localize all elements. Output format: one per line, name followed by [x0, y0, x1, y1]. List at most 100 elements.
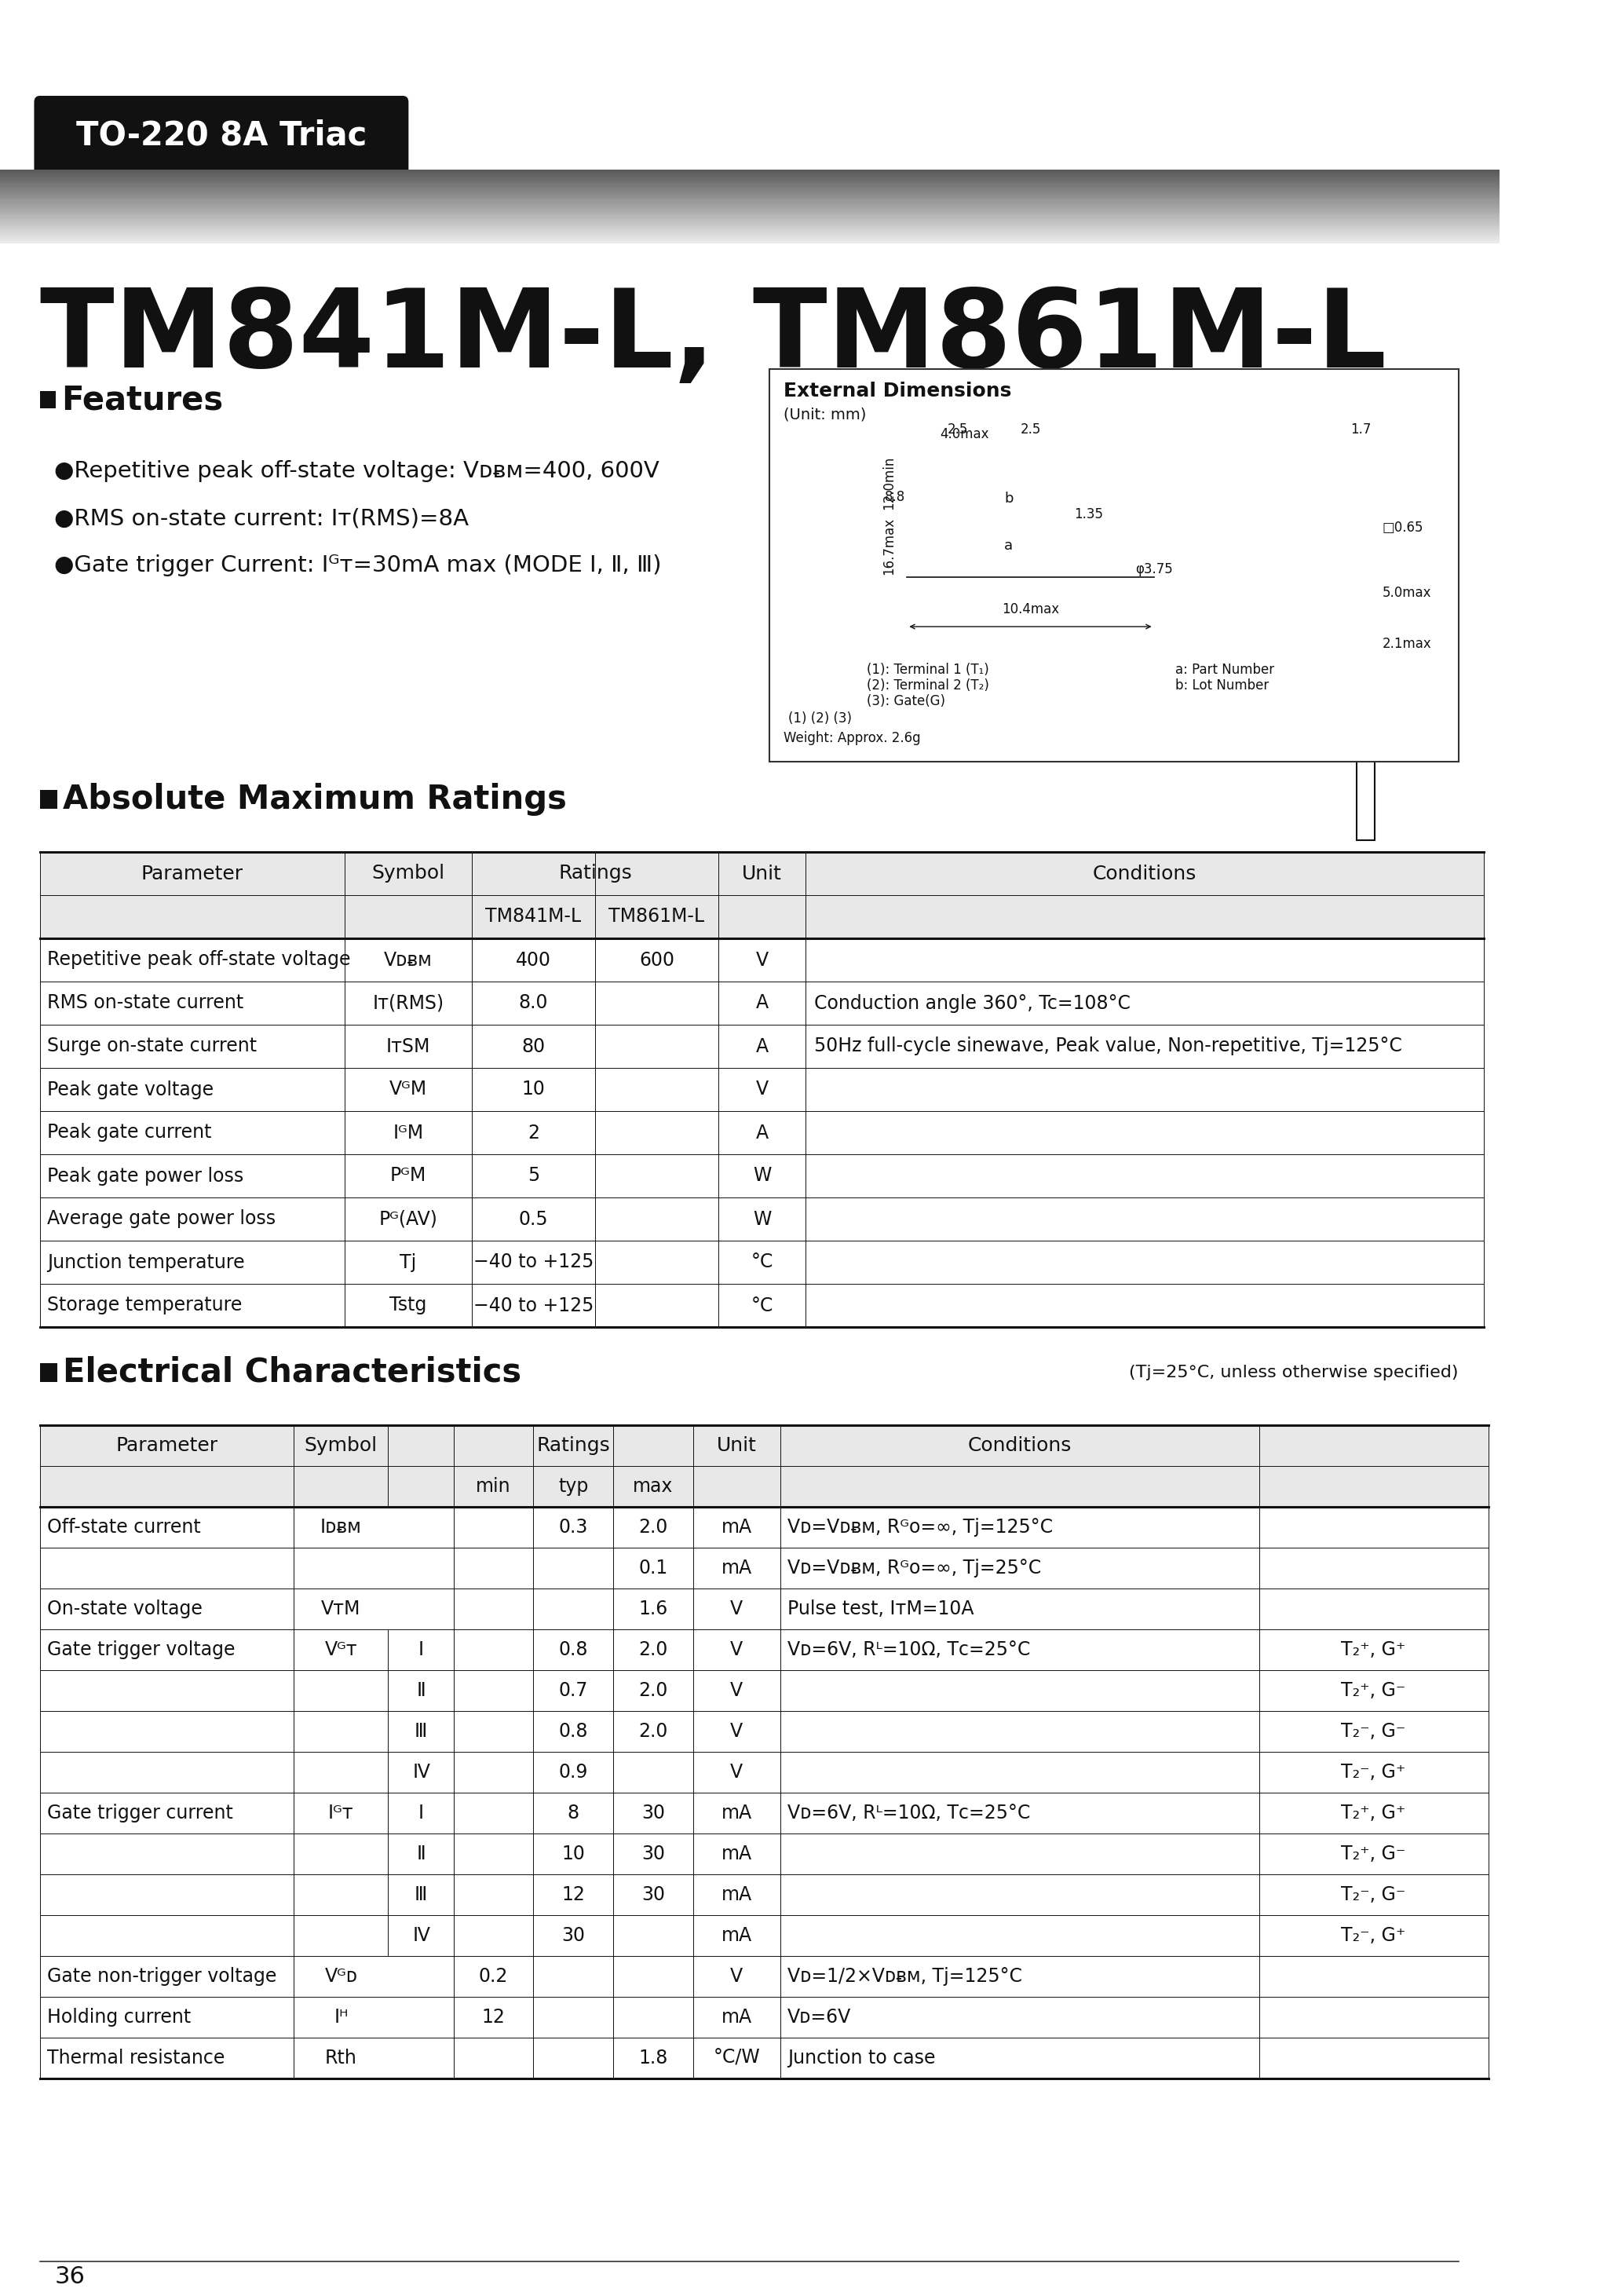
Text: 0.2: 0.2: [478, 1968, 508, 1986]
Text: 0.8: 0.8: [558, 1639, 587, 1660]
Text: −40 to +125: −40 to +125: [474, 1295, 594, 1316]
Bar: [1023, 432, 1038, 535]
Text: Off-state current: Off-state current: [47, 1518, 201, 1536]
Text: 12: 12: [482, 2007, 504, 2027]
Text: a: a: [1004, 540, 1014, 553]
Text: 1.7: 1.7: [1350, 422, 1371, 436]
Text: 36: 36: [55, 2266, 84, 2289]
Text: Iᴳᴛ: Iᴳᴛ: [328, 1805, 354, 1823]
Text: RMS on-state current: RMS on-state current: [47, 994, 243, 1013]
Text: 30: 30: [641, 1844, 665, 1864]
Text: Repetitive peak off-state voltage: Repetitive peak off-state voltage: [47, 951, 350, 969]
Text: mA: mA: [722, 2007, 753, 2027]
Text: Peak gate power loss: Peak gate power loss: [47, 1166, 243, 1185]
Text: 4.0max: 4.0max: [939, 427, 989, 441]
Text: Junction temperature: Junction temperature: [47, 1254, 245, 1272]
Bar: [790, 668, 800, 698]
Text: Iᴴ: Iᴴ: [334, 2007, 349, 2027]
Bar: [769, 370, 1458, 762]
Text: IᴳM: IᴳM: [393, 1123, 423, 1141]
Text: 12.0min: 12.0min: [882, 457, 895, 510]
Text: Conditions: Conditions: [968, 1437, 1072, 1456]
Text: Gate non-trigger voltage: Gate non-trigger voltage: [47, 1968, 277, 1986]
Text: mA: mA: [722, 1885, 753, 1903]
Text: 2.5: 2.5: [947, 422, 968, 436]
Text: Tj: Tj: [401, 1254, 417, 1272]
Text: 8.8: 8.8: [886, 489, 905, 503]
Text: TM841M-L: TM841M-L: [485, 907, 581, 925]
FancyBboxPatch shape: [34, 96, 409, 174]
Text: 1.6: 1.6: [639, 1600, 668, 1619]
Bar: [834, 668, 843, 698]
Text: 2.0: 2.0: [639, 1681, 668, 1699]
Text: (2): Terminal 2 (T₂): (2): Terminal 2 (T₂): [868, 677, 989, 693]
Text: 30: 30: [561, 1926, 586, 1945]
Text: (Unit: mm): (Unit: mm): [783, 406, 866, 422]
Text: ●RMS on-state current: Iᴛ(RMS)=8A: ●RMS on-state current: Iᴛ(RMS)=8A: [55, 507, 469, 530]
Text: mA: mA: [722, 1844, 753, 1864]
Text: V: V: [730, 1722, 743, 1740]
Text: W: W: [753, 1166, 770, 1185]
Text: Peak gate voltage: Peak gate voltage: [47, 1079, 214, 1100]
Text: Peak gate current: Peak gate current: [47, 1123, 211, 1141]
Text: V: V: [730, 1763, 743, 1782]
Text: Ⅳ: Ⅳ: [412, 1926, 430, 1945]
Text: Vᴅᴃᴍ: Vᴅᴃᴍ: [384, 951, 433, 969]
Text: T₂⁺, G⁻: T₂⁺, G⁻: [1341, 1681, 1406, 1699]
Text: Ⅰ: Ⅰ: [418, 1805, 423, 1823]
Text: a: Part Number: a: Part Number: [1176, 664, 1275, 677]
Text: 16.7max: 16.7max: [882, 517, 895, 574]
Text: 8: 8: [568, 1805, 579, 1823]
Text: TM841M-L, TM861M-L: TM841M-L, TM861M-L: [41, 285, 1387, 390]
Text: Surge on-state current: Surge on-state current: [47, 1038, 256, 1056]
Text: 80: 80: [522, 1038, 545, 1056]
Text: Tstg: Tstg: [389, 1295, 427, 1316]
Text: T₂⁻, G⁺: T₂⁻, G⁺: [1341, 1926, 1406, 1945]
Text: A: A: [756, 1038, 769, 1056]
Text: 5: 5: [527, 1166, 540, 1185]
Text: W: W: [753, 1210, 770, 1228]
Text: Ⅲ: Ⅲ: [415, 1885, 427, 1903]
Text: V: V: [730, 1681, 743, 1699]
Text: T₂⁻, G⁺: T₂⁻, G⁺: [1341, 1763, 1406, 1782]
Text: max: max: [633, 1476, 673, 1497]
Text: Ⅲ: Ⅲ: [415, 1722, 427, 1740]
Text: 2: 2: [527, 1123, 539, 1141]
Text: (3): Gate(G): (3): Gate(G): [868, 693, 946, 707]
Text: Vᴅ=6V, Rᴸ=10Ω, Tᴄ=25°C: Vᴅ=6V, Rᴸ=10Ω, Tᴄ=25°C: [787, 1639, 1030, 1660]
Text: 2.5: 2.5: [1020, 422, 1041, 436]
Text: Ⅱ: Ⅱ: [417, 1681, 425, 1699]
Text: T₂⁻, G⁻: T₂⁻, G⁻: [1341, 1885, 1406, 1903]
Text: 30: 30: [641, 1805, 665, 1823]
Bar: [783, 657, 856, 707]
Text: Ⅳ: Ⅳ: [412, 1763, 430, 1782]
Text: −40 to +125: −40 to +125: [474, 1254, 594, 1272]
Bar: [950, 432, 965, 535]
Text: 10: 10: [522, 1079, 545, 1100]
Text: 2.0: 2.0: [639, 1722, 668, 1740]
Bar: [41, 852, 1484, 939]
Text: V: V: [730, 1968, 743, 1986]
Text: VᴛM: VᴛM: [321, 1600, 360, 1619]
Text: Unit: Unit: [741, 863, 782, 884]
Bar: [819, 668, 829, 698]
Text: Vᴅ=6V, Rᴸ=10Ω, Tᴄ=25°C: Vᴅ=6V, Rᴸ=10Ω, Tᴄ=25°C: [787, 1805, 1030, 1823]
Bar: [41, 1426, 1489, 1506]
Text: 0.3: 0.3: [558, 1518, 587, 1536]
Text: Ratings: Ratings: [537, 1437, 610, 1456]
Text: ●Repetitive peak off-state voltage: Vᴅᴃᴍ=400, 600V: ●Repetitive peak off-state voltage: Vᴅᴃᴍ…: [55, 459, 660, 482]
Bar: [41, 390, 55, 409]
Text: typ: typ: [558, 1476, 589, 1497]
Text: V: V: [730, 1639, 743, 1660]
Text: Vᴅ=Vᴅᴃᴍ, Rᴳᴏ=∞, Tj=125°C: Vᴅ=Vᴅᴃᴍ, Rᴳᴏ=∞, Tj=125°C: [787, 1518, 1053, 1536]
Text: 2.1max: 2.1max: [1382, 636, 1432, 652]
Text: 1.35: 1.35: [1074, 507, 1103, 521]
Text: °C: °C: [751, 1295, 774, 1316]
Text: Absolute Maximum Ratings: Absolute Maximum Ratings: [63, 783, 568, 815]
Text: 0.8: 0.8: [558, 1722, 587, 1740]
Text: 10: 10: [561, 1844, 586, 1864]
Text: Ratings: Ratings: [558, 863, 633, 884]
Text: Pᴳ(AV): Pᴳ(AV): [380, 1210, 438, 1228]
Text: Conditions: Conditions: [1093, 863, 1197, 884]
Bar: [41, 790, 57, 808]
